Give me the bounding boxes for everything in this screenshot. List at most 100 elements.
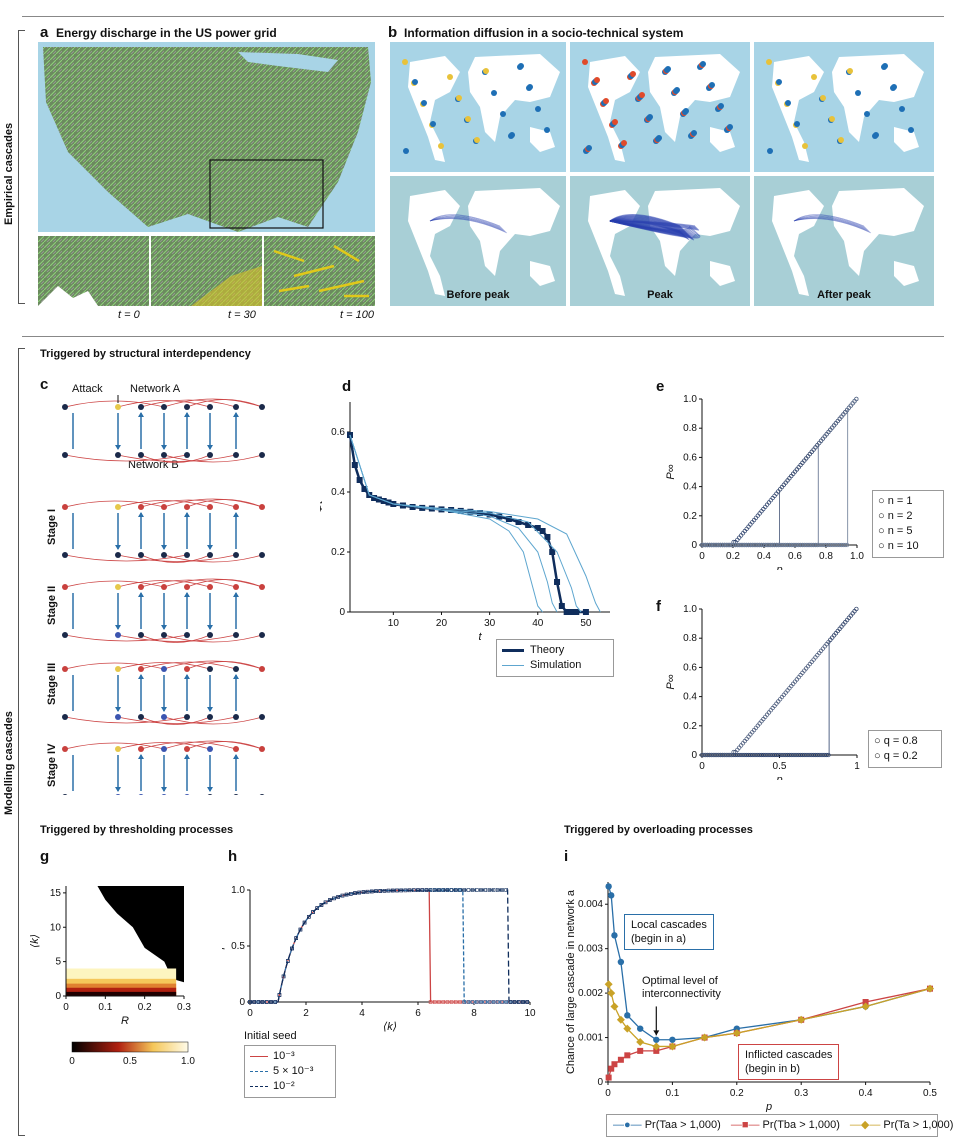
grid-zoom-t100: [264, 236, 375, 306]
t-label-0: t = 0: [118, 309, 140, 321]
node-a: [62, 666, 68, 672]
node-a: [161, 746, 167, 752]
h-point: [353, 891, 357, 895]
h-point: [483, 1000, 488, 1004]
arc-bottom: [140, 634, 211, 643]
h-point: [302, 920, 307, 925]
node-a: [138, 404, 144, 410]
annotation-optimal: Optimal level of interconnectivity: [642, 975, 721, 1000]
node-a: [233, 666, 239, 672]
h-point: [433, 1000, 437, 1004]
ef1-xtick: 0.4: [757, 551, 771, 562]
legend-h-title: Initial seed: [244, 1030, 297, 1042]
world-map-1-1: [570, 176, 750, 306]
i-ytick: 0.004: [578, 899, 603, 910]
node-b: [207, 552, 213, 558]
ef1-ytick: 1.0: [683, 394, 697, 405]
i-xtick: 0.5: [923, 1088, 937, 1099]
d-point: [544, 534, 551, 540]
ef2-ytick: 0: [691, 750, 697, 761]
i-xlabel: p: [765, 1101, 772, 1112]
stage-label-4: Stage IV: [46, 743, 58, 787]
i-point: [610, 1002, 619, 1011]
section-overloading: Triggered by overloading processes: [564, 824, 753, 836]
h-series-1: [250, 889, 529, 1003]
world-map-0-1: [570, 42, 750, 172]
ef2-ytick: 0.2: [683, 721, 697, 732]
i-point: [861, 1002, 870, 1011]
d-point: [371, 495, 378, 501]
legend-entry: ○ q = 0.8: [874, 735, 918, 747]
h-point: [416, 888, 420, 892]
ef-point: [826, 752, 831, 758]
h-ytick: 0: [239, 997, 245, 1008]
g-ytick: 0: [55, 991, 61, 1002]
arc-top: [163, 578, 263, 588]
g-ytick: 5: [55, 957, 61, 968]
legend-d: Theory Simulation: [496, 639, 614, 677]
d-point: [496, 513, 503, 520]
section-structural: Triggered by structural interdependency: [40, 348, 251, 360]
arc-bottom: [117, 454, 237, 462]
arc-bottom: [163, 454, 263, 463]
h-point: [441, 888, 445, 892]
arrow-head: [138, 512, 144, 517]
node-b: [115, 632, 121, 638]
ef1-ylabel: P∞: [665, 464, 677, 479]
arrow-head: [233, 512, 239, 517]
node-a: [233, 404, 239, 410]
d-point: [539, 528, 546, 534]
i-point: [700, 1033, 709, 1042]
h-point: [462, 1000, 466, 1004]
caption-before-peak: Before peak: [446, 289, 510, 301]
node-b: [62, 794, 68, 795]
node-b: [138, 552, 144, 558]
arrow-head: [184, 512, 190, 517]
g-xlabel: R: [121, 1015, 129, 1027]
node-b: [207, 794, 213, 795]
node-a: [115, 404, 121, 410]
world-map-1-2: [754, 176, 934, 306]
i-point: [607, 989, 616, 998]
arc-top: [117, 742, 211, 750]
arc-bottom: [117, 634, 237, 642]
ef2-xtick: 0: [699, 761, 705, 772]
section-thresholding: Triggered by thresholding processes: [40, 824, 234, 836]
legend-entry: ○ n = 10: [878, 540, 919, 552]
i-point: [653, 1047, 660, 1054]
node-b: [233, 632, 239, 638]
d-point: [558, 603, 565, 609]
node-a: [161, 404, 167, 410]
h-point: [495, 1000, 500, 1004]
i-optimal-arrowhead: [653, 1030, 660, 1036]
i-point: [617, 958, 625, 966]
i-point: [608, 892, 615, 899]
arrow-head: [115, 625, 121, 630]
arc-top: [64, 580, 165, 588]
us-grid-map-image: [43, 47, 371, 232]
stage-label-3: Stage III: [46, 662, 58, 705]
h-point: [269, 1000, 273, 1004]
arc-top: [163, 740, 263, 750]
ef-point: [844, 542, 850, 548]
h-point: [428, 1000, 433, 1004]
h-point: [382, 889, 387, 893]
ef-point: [854, 396, 859, 402]
panel-e-label: e: [656, 378, 665, 395]
arc-top: [117, 662, 211, 670]
d-point: [568, 609, 575, 615]
node-a: [184, 666, 190, 672]
h-xtick: 8: [471, 1008, 477, 1019]
arc-top: [117, 500, 211, 508]
node-a: [233, 746, 239, 752]
node-b: [138, 714, 144, 720]
node-b: [62, 452, 68, 458]
i-point: [624, 1012, 631, 1019]
d-point: [351, 462, 358, 468]
h-xtick: 10: [524, 1008, 536, 1019]
node-b: [161, 452, 167, 458]
h-series-0: [250, 889, 529, 1003]
g-colorbar-tick: 0.5: [123, 1056, 137, 1067]
node-a: [184, 746, 190, 752]
world-map-0-0: [390, 42, 566, 172]
